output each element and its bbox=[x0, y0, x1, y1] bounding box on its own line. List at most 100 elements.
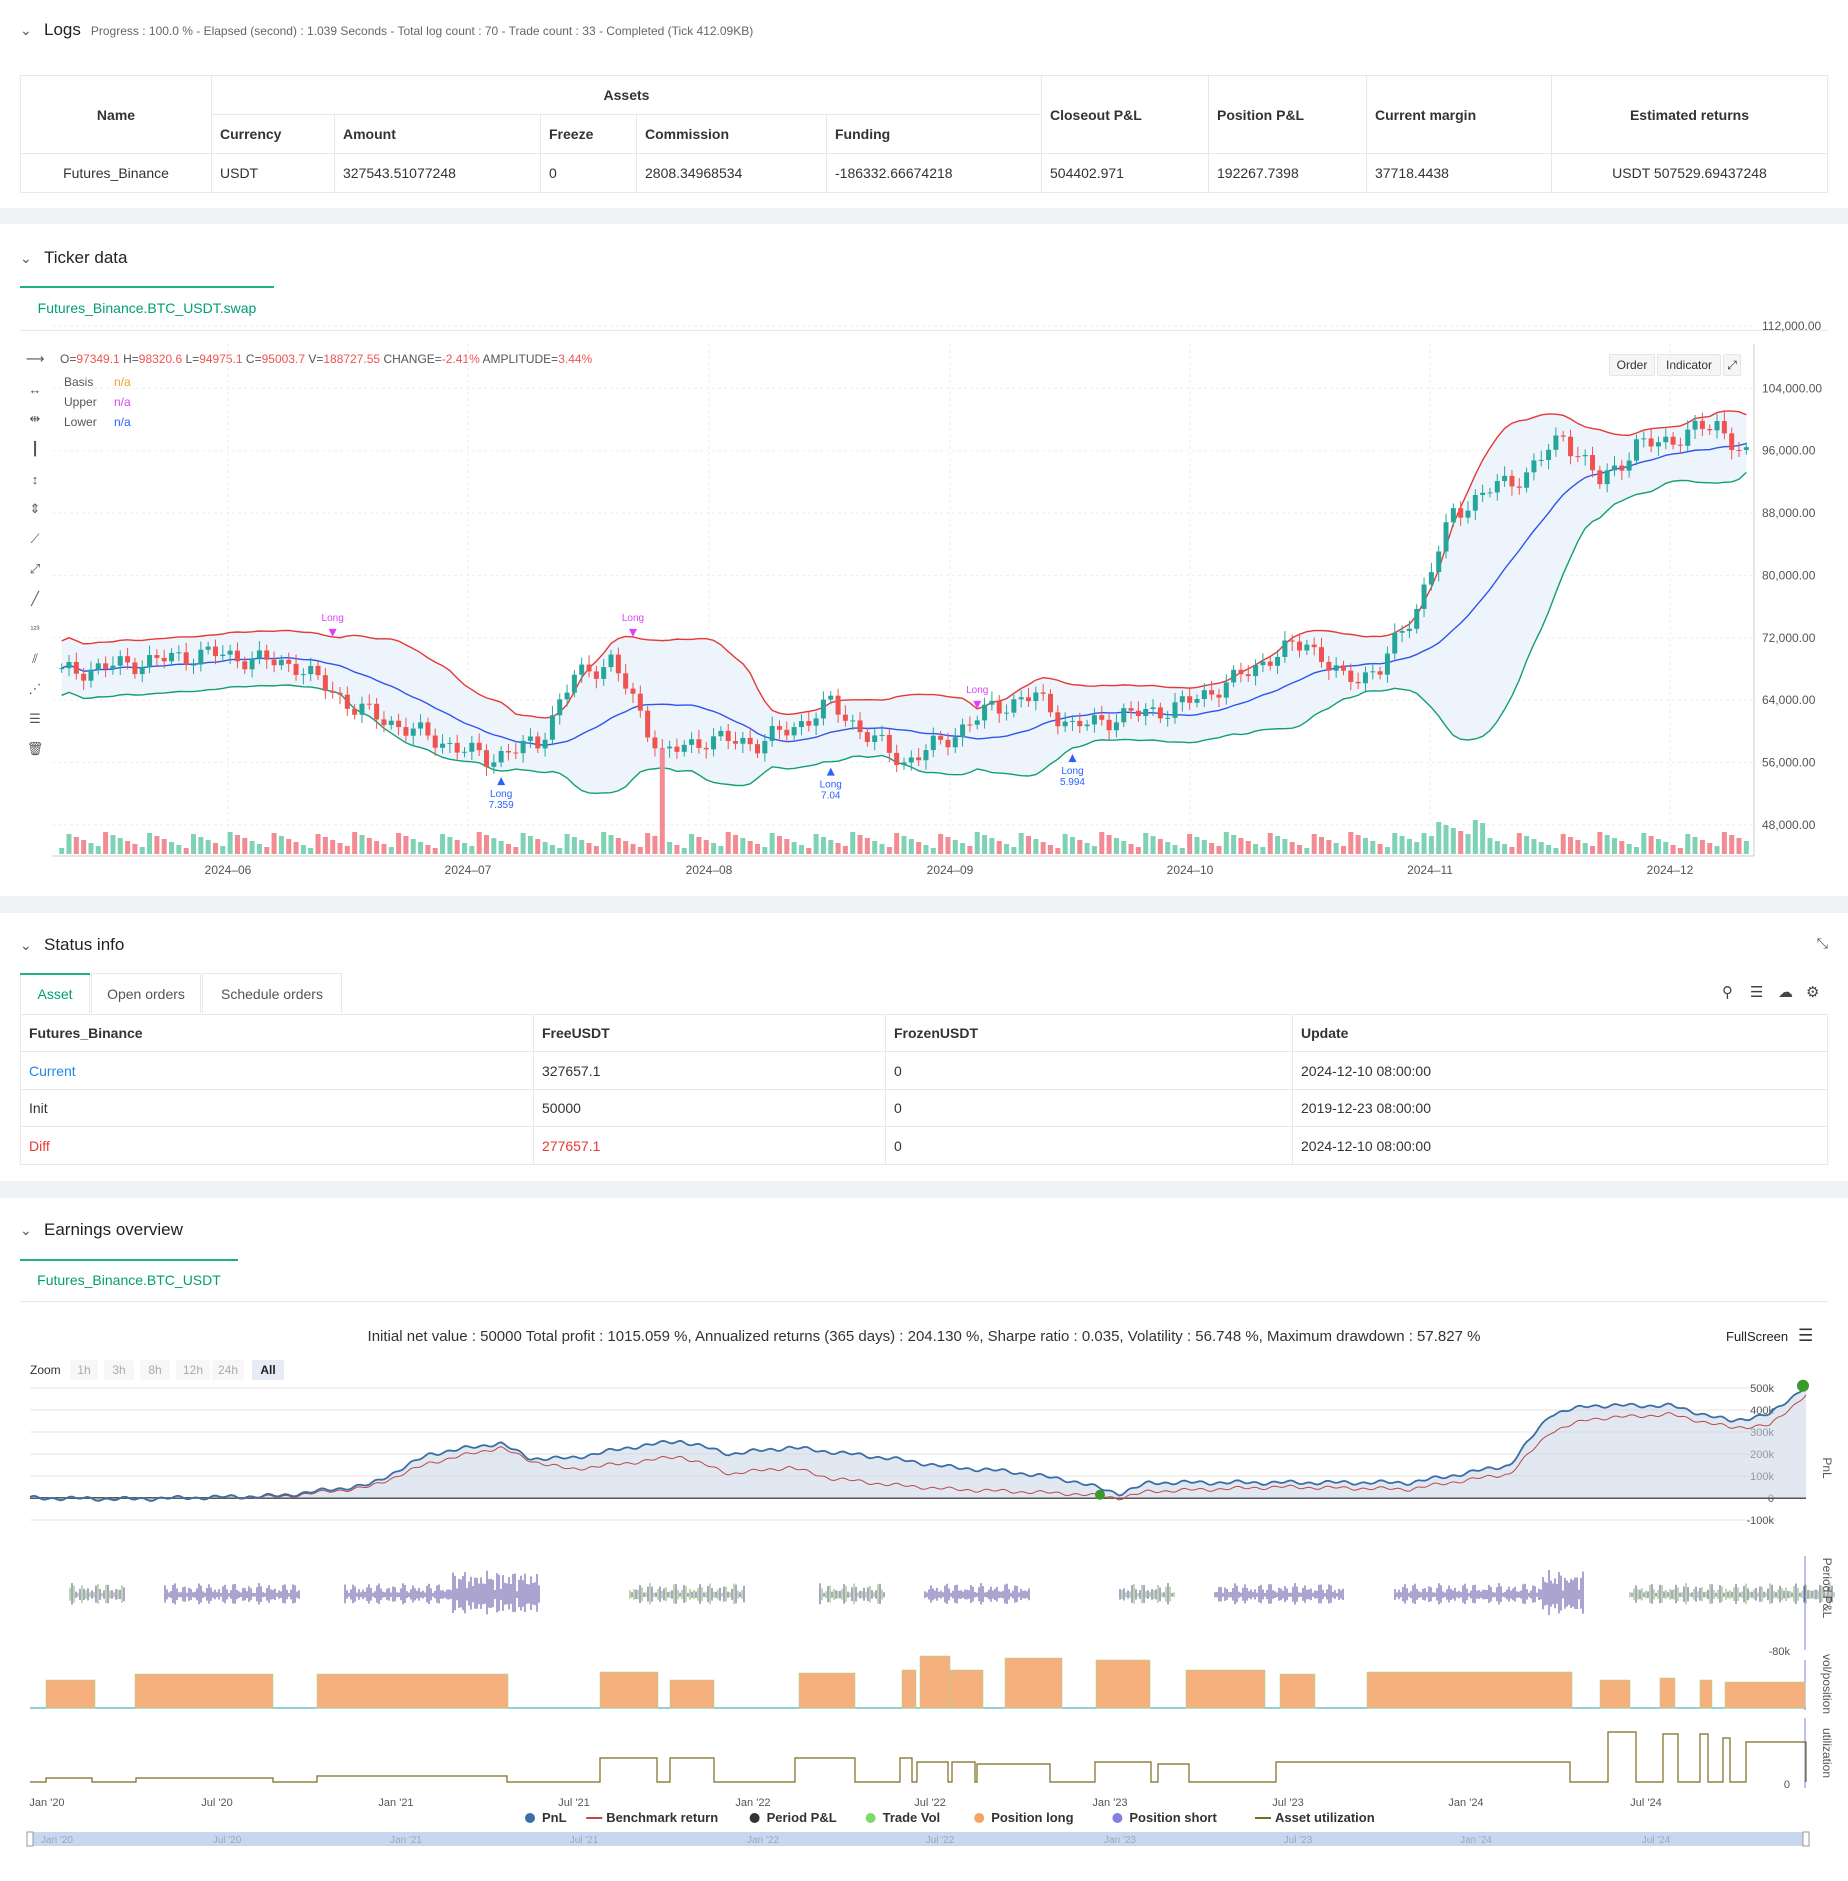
legend-item[interactable]: Asset utilization bbox=[1275, 1810, 1375, 1825]
candle bbox=[879, 734, 885, 736]
volume-bar bbox=[1348, 832, 1354, 854]
candle bbox=[696, 739, 702, 748]
volume-bar bbox=[381, 844, 387, 854]
candle bbox=[930, 735, 936, 751]
candle bbox=[1238, 669, 1244, 675]
legend-item[interactable]: Trade Vol bbox=[883, 1810, 941, 1825]
candle bbox=[1004, 712, 1010, 714]
trash-icon[interactable]: 🗑 bbox=[26, 741, 44, 756]
volume-bar bbox=[711, 843, 717, 854]
parallel-channel-icon[interactable]: ⫽ bbox=[32, 651, 38, 666]
candle bbox=[1524, 472, 1530, 488]
zoom-button-3h[interactable]: 3h bbox=[112, 1363, 125, 1377]
candle bbox=[1128, 708, 1134, 711]
volume-bar bbox=[1267, 833, 1273, 854]
candle bbox=[1289, 640, 1295, 642]
status-header[interactable]: ⌄ Status info bbox=[20, 935, 124, 955]
util-axis-title: utilization bbox=[1820, 1728, 1834, 1778]
vertical-ray-icon[interactable]: ↕ bbox=[31, 471, 39, 487]
gear-icon[interactable]: ⚙ bbox=[1806, 984, 1820, 1001]
volume-bar bbox=[689, 834, 695, 854]
candle bbox=[117, 656, 123, 666]
order-button[interactable]: Order bbox=[1609, 354, 1655, 376]
indicator-button[interactable]: Indicator bbox=[1657, 354, 1721, 376]
tab-open-orders[interactable]: Open orders bbox=[91, 973, 201, 1013]
tab-earnings-symbol[interactable]: Futures_Binance.BTC_USDT bbox=[20, 1259, 238, 1301]
logs-header[interactable]: ⌄ Logs Progress : 100.0 % - Elapsed (sec… bbox=[20, 20, 753, 40]
ray-line-icon[interactable]: ⤢ bbox=[29, 561, 41, 576]
expand-icon[interactable]: ⤢ bbox=[1723, 354, 1741, 376]
zoom-button-24h[interactable]: 24h bbox=[218, 1363, 238, 1377]
zoom-button-8h[interactable]: 8h bbox=[148, 1363, 161, 1377]
volume-bar bbox=[1729, 835, 1735, 854]
candle bbox=[476, 742, 482, 751]
indicator-upper[interactable]: Upper n/a bbox=[64, 395, 131, 409]
list-icon[interactable]: ☰ bbox=[1750, 984, 1764, 1001]
legend-item[interactable]: Benchmark return bbox=[606, 1810, 718, 1825]
chevron-down-icon[interactable]: ⌄ bbox=[20, 1222, 32, 1238]
search-icon[interactable]: ⚲ bbox=[1722, 984, 1733, 1001]
trade-arrow bbox=[973, 700, 982, 709]
trend-line-icon[interactable]: ⟋ bbox=[30, 531, 40, 546]
volume-bar bbox=[674, 845, 680, 854]
legend-item[interactable]: Position short bbox=[1129, 1810, 1217, 1825]
legend-item[interactable]: PnL bbox=[542, 1810, 567, 1825]
horizontal-segment-icon[interactable]: ⇹ bbox=[29, 411, 41, 426]
volume-bar bbox=[1421, 833, 1427, 854]
legend-item[interactable]: Period P&L bbox=[767, 1810, 837, 1825]
zoom-button-bg bbox=[70, 1360, 98, 1380]
volume-bar bbox=[1480, 823, 1486, 854]
fibonacci-icon[interactable]: ⋰ bbox=[28, 681, 42, 696]
volume-bar bbox=[169, 842, 175, 854]
volume-bar bbox=[601, 832, 607, 854]
position-long-bar bbox=[1724, 1681, 1806, 1709]
candle bbox=[593, 671, 599, 679]
candle bbox=[579, 664, 585, 675]
candle bbox=[264, 650, 270, 660]
candle bbox=[1421, 584, 1427, 609]
indicator-lower[interactable]: Lower n/a bbox=[64, 415, 131, 429]
volume-bar bbox=[1619, 841, 1625, 854]
price-line-icon[interactable]: ¹²³ bbox=[30, 624, 40, 634]
candle bbox=[689, 739, 695, 745]
tab-schedule-orders[interactable]: Schedule orders bbox=[202, 973, 342, 1013]
chevron-down-icon[interactable]: ⌄ bbox=[20, 250, 32, 266]
volume-bar bbox=[916, 842, 922, 854]
fullscreen-button[interactable]: FullScreen bbox=[1726, 1329, 1789, 1344]
zoom-button-All[interactable]: All bbox=[260, 1363, 275, 1377]
ticker-header[interactable]: ⌄ Ticker data bbox=[20, 248, 127, 268]
tab-ticker-symbol[interactable]: Futures_Binance.BTC_USDT.swap bbox=[20, 286, 274, 330]
zoom-button-1h[interactable]: 1h bbox=[77, 1363, 90, 1377]
volume-bar bbox=[1047, 845, 1053, 854]
candle bbox=[66, 662, 72, 669]
zoom-button-12h[interactable]: 12h bbox=[183, 1363, 203, 1377]
candlestick-chart[interactable]: 112,000.00 104,000.00 96,000.00 88,000.00 80… bbox=[0, 224, 1848, 896]
volume-bar bbox=[1428, 836, 1434, 854]
horizontal-line-icon[interactable]: ↔ bbox=[28, 381, 42, 397]
candle bbox=[1648, 438, 1654, 447]
cloud-download-icon[interactable]: ☁ bbox=[1778, 984, 1793, 1001]
horizontal-ray-icon[interactable]: ⟶ bbox=[25, 351, 45, 366]
tab-asset[interactable]: Asset bbox=[20, 973, 90, 1013]
indicator-basis[interactable]: Basis n/a bbox=[64, 375, 131, 389]
vertical-segment-icon[interactable]: ⇕ bbox=[29, 501, 41, 516]
navigator-handle-right bbox=[1802, 1831, 1810, 1847]
earnings-chart[interactable]: 1h3h8h12h24hAll500k400k300k200k100k0-100… bbox=[0, 1198, 1848, 1881]
earnings-header[interactable]: ⌄ Earnings overview bbox=[20, 1220, 183, 1240]
fib-levels-icon[interactable]: ☰ bbox=[29, 711, 41, 726]
candle bbox=[381, 719, 387, 726]
collapse-icon[interactable]: ⤡ bbox=[1816, 935, 1828, 951]
legend-item[interactable]: Position long bbox=[991, 1810, 1073, 1825]
volume-bar bbox=[733, 835, 739, 854]
menu-icon[interactable]: ☰ bbox=[1798, 1326, 1814, 1345]
candle bbox=[776, 726, 782, 730]
candle bbox=[1216, 694, 1222, 698]
chevron-down-icon[interactable]: ⌄ bbox=[20, 22, 32, 38]
chevron-down-icon[interactable]: ⌄ bbox=[20, 937, 32, 953]
candle bbox=[974, 720, 980, 725]
segment-icon[interactable]: ╱ bbox=[31, 591, 39, 606]
vertical-line-icon[interactable]: ┃ bbox=[31, 441, 39, 456]
candle bbox=[234, 650, 240, 662]
candle bbox=[1033, 692, 1039, 702]
ticker-title: Ticker data bbox=[44, 248, 128, 267]
